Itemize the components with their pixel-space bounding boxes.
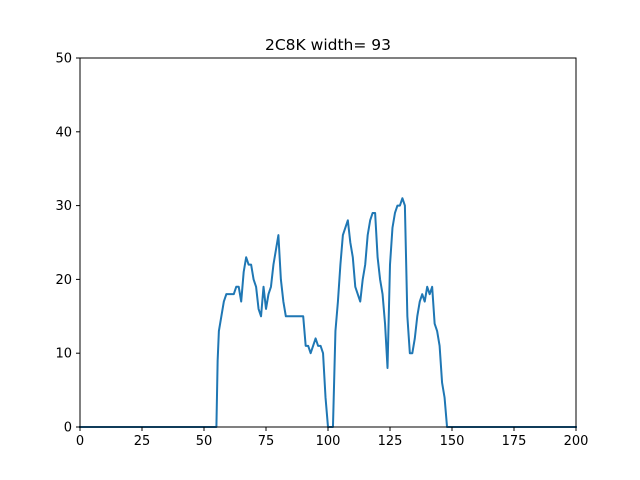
y-tick-label: 30 — [55, 199, 72, 214]
x-tick-label: 125 — [378, 434, 403, 449]
x-tick-label: 0 — [76, 434, 84, 449]
y-tick-label: 50 — [55, 52, 72, 67]
chart-title: 2C8K width= 93 — [265, 36, 391, 54]
x-axis: 0 25 50 75 100 125 150 175 200 — [76, 427, 589, 449]
plot-area — [79, 197, 577, 428]
x-tick-label: 25 — [134, 434, 151, 449]
x-tick-label: 75 — [258, 434, 275, 449]
y-tick-label: 40 — [55, 125, 72, 140]
x-tick-label: 150 — [440, 434, 465, 449]
y-tick-label: 20 — [55, 273, 72, 288]
series-line — [79, 197, 577, 428]
x-tick-label: 175 — [502, 434, 527, 449]
y-tick-label: 10 — [55, 347, 72, 362]
y-axis: 0 10 20 30 40 50 — [55, 52, 80, 436]
x-tick-label: 100 — [316, 434, 341, 449]
y-tick-label: 0 — [64, 421, 72, 436]
x-tick-label: 200 — [564, 434, 589, 449]
plot-frame — [79, 57, 577, 428]
x-tick-label: 50 — [196, 434, 213, 449]
